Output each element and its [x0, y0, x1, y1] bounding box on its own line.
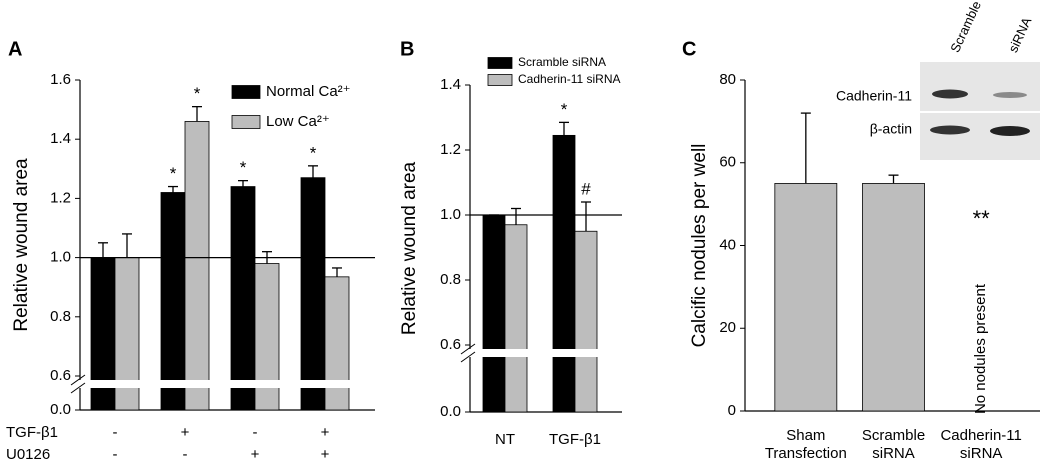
y-tick-label: 1.0 — [440, 206, 461, 223]
annotation: No nodules present — [972, 283, 989, 414]
condition-value: + — [181, 424, 190, 441]
x-tick-label: Sham — [786, 427, 825, 444]
lane-label: Scramble — [947, 0, 984, 55]
significance-mark: * — [194, 84, 201, 103]
y-tick-label: 1.2 — [440, 141, 461, 158]
legend-label: Normal Ca²⁺ — [266, 83, 351, 100]
legend-label: Cadherin-11 siRNA — [518, 72, 621, 86]
axis-break — [70, 380, 375, 388]
significance-mark: * — [310, 143, 317, 162]
y-tick-label: 1.6 — [50, 71, 71, 88]
axis-break-slash — [460, 351, 476, 363]
blot-row-label: β-actin — [870, 121, 912, 137]
y-tick-label: 0.8 — [440, 271, 461, 288]
bar — [230, 186, 256, 411]
x-tick-label: Scramble — [862, 427, 925, 444]
y-tick-label: 0.6 — [50, 367, 71, 384]
legend-swatch — [487, 57, 513, 69]
y-tick-label: 1.4 — [50, 130, 71, 147]
axis-break — [460, 349, 622, 357]
condition-label: TGF-β1 — [6, 424, 58, 441]
panel-label: B — [400, 38, 414, 60]
y-tick-label: 60 — [719, 154, 736, 171]
y-tick-label: 0.0 — [440, 403, 461, 420]
x-tick-label: NT — [495, 431, 515, 448]
x-tick-label: Transfection — [765, 445, 847, 462]
legend-label: Low Ca²⁺ — [266, 113, 330, 130]
y-tick-label: 80 — [719, 71, 736, 88]
legend-swatch — [231, 115, 261, 129]
significance-mark: * — [240, 158, 247, 177]
lane-label: siRNA — [1005, 15, 1034, 55]
condition-label: U0126 — [6, 446, 50, 463]
y-tick-label: 1.4 — [440, 76, 461, 93]
panel-label: A — [8, 38, 22, 60]
x-tick-label: TGF-β1 — [549, 431, 601, 448]
y-tick-label: 0.0 — [50, 401, 71, 418]
significance-mark: # — [581, 179, 591, 198]
significance-mark: * — [170, 164, 177, 183]
x-tick-label: Cadherin-11 — [940, 427, 1021, 444]
bar — [324, 276, 350, 411]
legend-label: Scramble siRNA — [518, 55, 606, 69]
condition-value: + — [251, 446, 260, 463]
y-tick-label: 0.8 — [50, 308, 71, 325]
blot-band — [993, 92, 1027, 98]
blot-band — [930, 125, 970, 135]
x-tick-label: siRNA — [960, 445, 1003, 462]
bar — [504, 224, 528, 413]
bar — [774, 183, 838, 412]
y-tick-label: 1.0 — [50, 249, 71, 266]
y-tick-label: 0.6 — [440, 336, 461, 353]
y-tick-label: 40 — [719, 236, 736, 253]
axis-break-slash — [70, 374, 86, 386]
legend-swatch — [231, 85, 261, 99]
significance-mark: * — [561, 100, 568, 119]
bar — [184, 121, 210, 411]
axis-break-slash — [70, 382, 86, 394]
blot-band — [932, 89, 968, 99]
bar — [862, 183, 925, 412]
y-axis-label: Calcific nodules per well — [689, 144, 710, 348]
bar — [300, 177, 326, 411]
y-axis-label: Relative wound area — [399, 161, 420, 335]
blot-band — [990, 126, 1030, 136]
condition-value: + — [321, 424, 330, 441]
panel-label: C — [682, 38, 696, 60]
axis-break-slash — [460, 343, 476, 355]
bar — [482, 214, 506, 413]
condition-value: - — [113, 424, 118, 441]
bar — [574, 230, 598, 413]
blot-row-label: Cadherin-11 — [836, 88, 912, 104]
condition-value: - — [183, 446, 188, 463]
condition-value: + — [321, 446, 330, 463]
legend-swatch — [487, 74, 513, 86]
x-tick-label: siRNA — [872, 445, 915, 462]
y-tick-label: 1.2 — [50, 189, 71, 206]
bar — [160, 192, 186, 411]
bar — [254, 263, 280, 411]
condition-value: - — [113, 446, 118, 463]
condition-value: - — [253, 424, 258, 441]
significance-mark: ** — [973, 206, 991, 231]
y-tick-label: 0 — [728, 402, 736, 419]
y-tick-label: 20 — [719, 319, 736, 336]
bar — [552, 134, 576, 413]
y-axis-label: Relative wound area — [11, 158, 32, 332]
